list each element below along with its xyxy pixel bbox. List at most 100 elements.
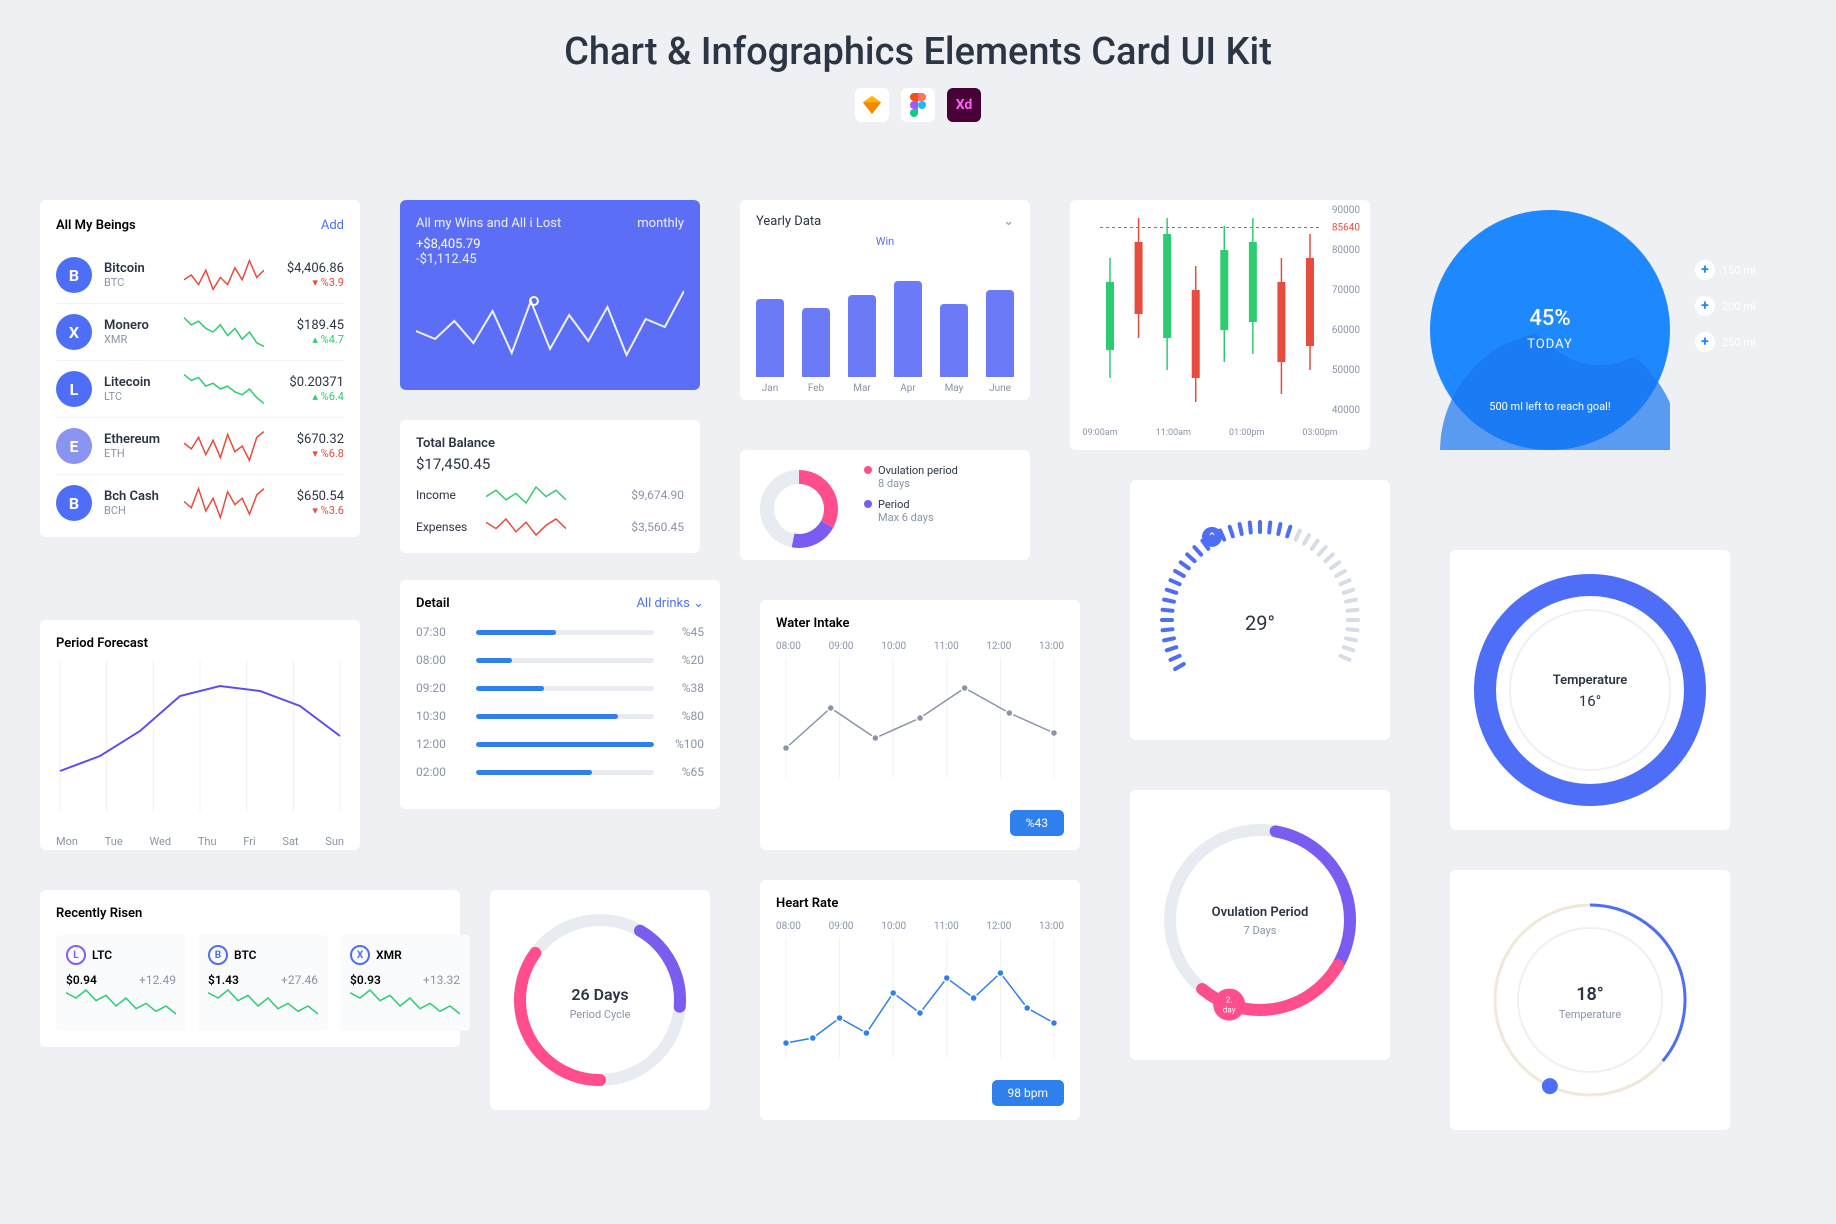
hour-label: 10:00 (881, 921, 906, 932)
month-label: June (986, 383, 1014, 394)
day-label: Thu (198, 835, 217, 848)
figma-icon (901, 88, 935, 122)
crypto-add-link[interactable]: Add (321, 218, 344, 233)
mini-card[interactable]: BBTC $1.43+27.46 (198, 935, 328, 1031)
coin-name: Bitcoin (104, 261, 184, 276)
day-label: Sat (282, 835, 298, 848)
svg-text:60000: 60000 (1332, 325, 1360, 336)
hour-label: 13:00 (1039, 921, 1064, 932)
coin-icon: X (56, 314, 92, 350)
coin-row[interactable]: L LitecoinLTC $0.20371▴ %6.4 (56, 361, 344, 418)
svg-text:+: + (1701, 334, 1709, 350)
coin-delta: ▾ %3.6 (297, 504, 344, 517)
risen-title: Recently Risen (56, 906, 444, 921)
detail-time: 08:00 (416, 653, 466, 667)
coin-sparkline (184, 257, 264, 293)
detail-bar (476, 770, 654, 775)
coin-sparkline (184, 485, 264, 521)
hour-label: 12:00 (986, 641, 1011, 652)
mini-card[interactable]: XXMR $0.93+13.32 (340, 935, 470, 1031)
crypto-title: All My Beings (56, 218, 136, 233)
forecast-card: Period Forecast MonTueWedThuFriSatSun (40, 620, 360, 850)
legend-sub: Max 6 days (878, 511, 958, 524)
yearly-bar (756, 299, 784, 377)
tool-icons: Xd (0, 88, 1836, 122)
svg-text:18°: 18° (1576, 984, 1604, 1005)
svg-text:7 Days: 7 Days (1244, 924, 1277, 937)
coin-price: $670.32 (297, 432, 344, 447)
svg-text:500 ml left to reach goal!: 500 ml left to reach goal! (1489, 400, 1611, 413)
coin-sparkline (184, 428, 264, 464)
page-title: Chart & Infographics Elements Card UI Ki… (0, 0, 1836, 74)
mini-sym: XMR (376, 948, 402, 962)
svg-text:80000: 80000 (1332, 245, 1360, 256)
legend-title: Ovulation period (878, 464, 958, 477)
heart-rate-card: Heart Rate 08:0009:0010:0011:0012:0013:0… (760, 880, 1080, 1120)
coin-icon: E (56, 428, 92, 464)
yearly-bar (894, 281, 922, 377)
yearly-bar (848, 295, 876, 378)
balance-title: Total Balance (416, 436, 684, 451)
detail-bar (476, 658, 654, 663)
coin-row[interactable]: X MoneroXMR $189.45▴ %4.7 (56, 304, 344, 361)
yearly-bar (986, 290, 1014, 377)
yearly-bar (802, 308, 830, 377)
day-label: Tue (105, 835, 123, 848)
svg-text:29°: 29° (1245, 611, 1275, 635)
yearly-title: Yearly Data (756, 214, 821, 229)
chevron-down-icon[interactable]: ⌄ (1003, 214, 1014, 229)
chevron-down-icon: ⌄ (693, 596, 704, 611)
detail-time: 12:00 (416, 737, 466, 751)
coin-name: Litecoin (104, 375, 184, 390)
svg-text:85640: 85640 (1332, 222, 1360, 233)
cycle-card: 26 DaysPeriod Cycle (490, 890, 710, 1110)
day-label: Sun (325, 835, 344, 848)
hour-label: 13:00 (1039, 641, 1064, 652)
svg-text:Temperature: Temperature (1553, 673, 1628, 688)
coin-name: Monero (104, 318, 184, 333)
wins-period[interactable]: monthly (637, 216, 684, 231)
balance-card: Total Balance $17,450.45 Income $9,674.9… (400, 420, 700, 553)
heart-badge: 98 bpm (992, 1080, 1064, 1106)
svg-text:TODAY: TODAY (1527, 337, 1573, 352)
hour-label: 11:00 (934, 641, 959, 652)
detail-pct: %38 (664, 681, 704, 695)
month-label: Mar (848, 383, 876, 394)
temperature-ring-card: Temperature 16° (1450, 550, 1730, 830)
day-label: Wed (149, 835, 171, 848)
coin-price: $4,406.86 (287, 261, 344, 276)
hour-label: 09:00 (829, 641, 854, 652)
coin-row[interactable]: B BitcoinBTC $4,406.86▾ %3.9 (56, 247, 344, 304)
wins-title: All my Wins and All i Lost (416, 216, 561, 231)
detail-bar (476, 714, 654, 719)
svg-text:Ovulation Period: Ovulation Period (1212, 905, 1309, 920)
coin-price: $650.54 (297, 489, 344, 504)
coin-row[interactable]: E EthereumETH $670.32▾ %6.8 (56, 418, 344, 475)
svg-text:45%: 45% (1529, 306, 1570, 331)
coin-symbol: ETH (104, 447, 184, 460)
water-badge: %43 (1010, 810, 1064, 836)
svg-text:03:00pm: 03:00pm (1302, 428, 1337, 438)
balance-amount: $17,450.45 (416, 455, 684, 473)
hour-label: 08:00 (776, 921, 801, 932)
month-label: Jan (756, 383, 784, 394)
mini-card[interactable]: LLTC $0.94+12.49 (56, 935, 186, 1031)
hour-label: 12:00 (986, 921, 1011, 932)
mini-delta: +12.49 (139, 973, 176, 987)
svg-text:01:00pm: 01:00pm (1229, 428, 1264, 438)
mini-icon: X (350, 945, 370, 965)
detail-time: 10:30 (416, 709, 466, 723)
hour-label: 09:00 (829, 921, 854, 932)
coin-row[interactable]: B Bch CashBCH $650.54▾ %3.6 (56, 475, 344, 531)
svg-text:⌃: ⌃ (1207, 530, 1217, 544)
svg-text:70000: 70000 (1332, 285, 1360, 296)
mini-sym: LTC (92, 948, 112, 962)
ovulation-circle-card: 2.dayOvulation Period7 Days (1130, 790, 1390, 1060)
temperature-dial-card: 18°Temperature (1450, 870, 1730, 1130)
detail-pct: %45 (664, 625, 704, 639)
legend-dot (864, 500, 872, 508)
balance-sparkline (486, 485, 566, 505)
detail-pct: %65 (664, 765, 704, 779)
detail-filter[interactable]: All drinks ⌄ (636, 596, 704, 611)
svg-text:16°: 16° (1579, 692, 1601, 710)
